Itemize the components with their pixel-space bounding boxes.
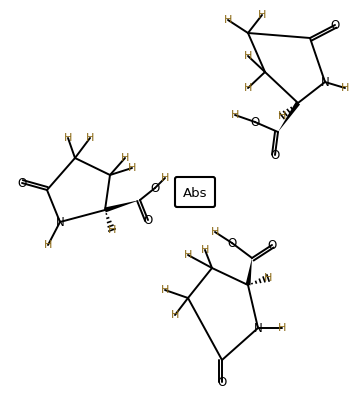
Polygon shape bbox=[278, 102, 300, 132]
Text: H: H bbox=[161, 285, 169, 295]
Text: H: H bbox=[64, 133, 72, 143]
Text: O: O bbox=[267, 239, 277, 252]
Text: O: O bbox=[227, 237, 237, 250]
Text: N: N bbox=[253, 322, 262, 335]
Text: H: H bbox=[171, 310, 179, 320]
Text: H: H bbox=[341, 83, 349, 93]
Text: H: H bbox=[128, 163, 136, 173]
Text: H: H bbox=[161, 173, 169, 183]
Text: O: O bbox=[250, 115, 260, 128]
Text: O: O bbox=[217, 376, 227, 389]
Text: H: H bbox=[231, 110, 239, 120]
Text: H: H bbox=[86, 133, 94, 143]
Text: H: H bbox=[278, 323, 286, 333]
Text: H: H bbox=[201, 245, 209, 255]
Text: H: H bbox=[121, 153, 129, 163]
FancyBboxPatch shape bbox=[175, 177, 215, 207]
Text: H: H bbox=[258, 10, 266, 20]
Text: O: O bbox=[270, 149, 280, 162]
Text: O: O bbox=[150, 181, 160, 194]
Text: H: H bbox=[244, 51, 252, 61]
Text: H: H bbox=[44, 240, 52, 250]
Text: H: H bbox=[264, 273, 272, 283]
Text: H: H bbox=[278, 111, 286, 121]
Text: H: H bbox=[244, 83, 252, 93]
Text: O: O bbox=[143, 214, 153, 226]
Polygon shape bbox=[246, 258, 252, 285]
Text: N: N bbox=[321, 75, 329, 88]
Text: H: H bbox=[184, 250, 192, 260]
Text: Abs: Abs bbox=[183, 186, 207, 199]
Polygon shape bbox=[104, 200, 140, 213]
Text: H: H bbox=[108, 225, 116, 235]
Text: H: H bbox=[211, 227, 219, 237]
Text: N: N bbox=[55, 216, 64, 228]
Text: O: O bbox=[18, 177, 26, 190]
Text: O: O bbox=[330, 19, 340, 32]
Text: H: H bbox=[224, 15, 232, 25]
